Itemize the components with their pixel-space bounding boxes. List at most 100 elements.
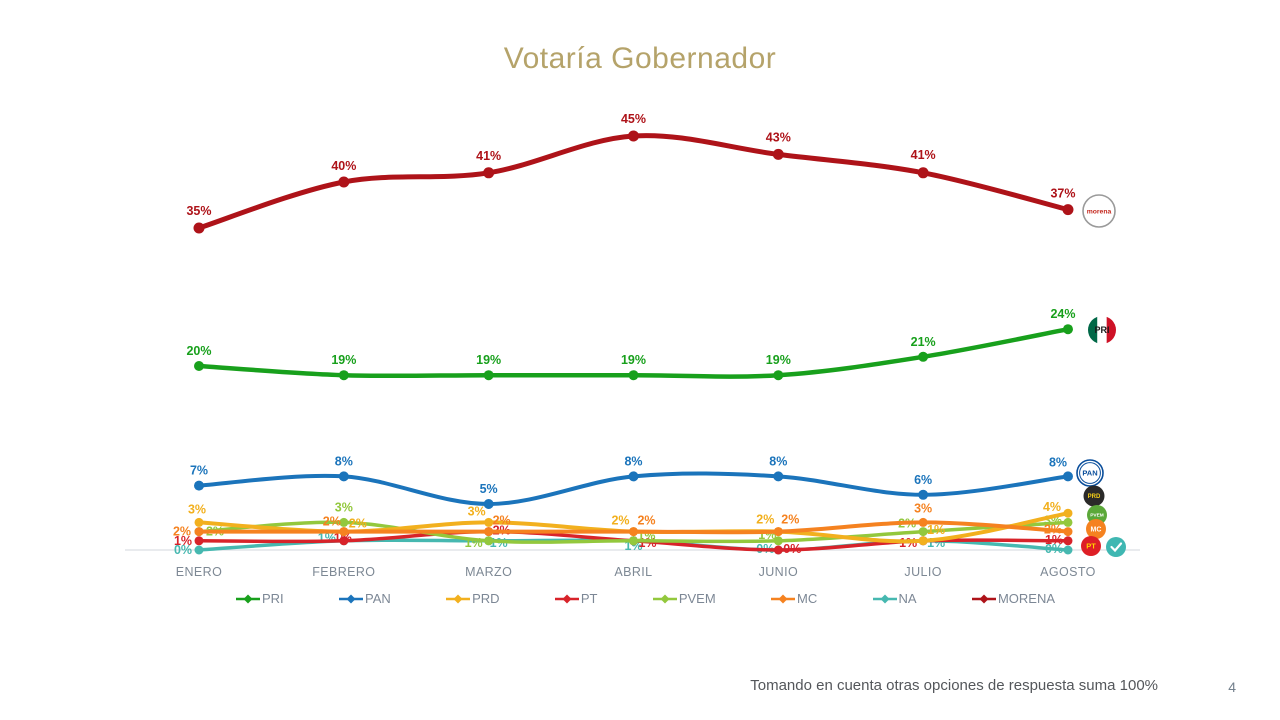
data-label-pt-4: 0% xyxy=(783,542,801,556)
data-point-pan-5 xyxy=(918,489,929,500)
prd-party-logo-icon: PRD xyxy=(1083,485,1105,507)
legend-label-prd: PRD xyxy=(472,591,500,606)
svg-text:PRI: PRI xyxy=(1094,325,1109,335)
data-label-morena-4: 43% xyxy=(766,130,791,144)
svg-text:morena: morena xyxy=(1087,208,1112,215)
legend-marker-pan xyxy=(339,594,363,603)
legend-marker-prd xyxy=(446,594,471,603)
data-label-pri-6: 24% xyxy=(1050,307,1075,321)
data-label-pri-4: 19% xyxy=(766,353,791,367)
data-point-morena-1 xyxy=(338,176,350,188)
data-label-morena-6: 37% xyxy=(1050,187,1075,201)
data-label-pan-2: 5% xyxy=(480,482,498,496)
legend-label-pvem: PVEM xyxy=(678,591,716,606)
data-point-pan-0 xyxy=(194,480,204,491)
morena-party-logo-icon: morena xyxy=(1082,194,1116,228)
data-label-mc-6: 2% xyxy=(1044,523,1062,537)
svg-text:PAN: PAN xyxy=(1082,469,1097,478)
data-label-prd-5: 1% xyxy=(927,523,945,537)
data-label-prd-6: 4% xyxy=(1043,500,1061,514)
data-label-prd-0: 3% xyxy=(188,502,206,516)
data-label-pt-6: 1% xyxy=(1045,533,1063,547)
data-label-pan-3: 8% xyxy=(624,454,642,468)
data-point-pt-0 xyxy=(194,536,204,546)
data-point-pan-1 xyxy=(338,471,349,482)
page-number: 4 xyxy=(1228,679,1236,695)
data-point-morena-0 xyxy=(193,222,205,234)
x-axis-label-enero: ENERO xyxy=(176,565,222,579)
data-label-morena-3: 45% xyxy=(621,112,646,126)
data-label-na-6: 0% xyxy=(1045,542,1063,556)
legend-item-pvem: PVEM xyxy=(652,591,716,606)
data-label-mc-0: 2% xyxy=(173,525,191,539)
data-label-pri-0: 20% xyxy=(186,344,211,358)
data-label-prd-3: 2% xyxy=(611,514,629,528)
data-point-mc-1 xyxy=(339,527,349,537)
data-point-pvem-3 xyxy=(628,536,638,546)
data-label-pvem-2: 1% xyxy=(465,536,483,550)
data-point-morena-4 xyxy=(772,148,784,160)
footnote: Tomando en cuenta otras opciones de resp… xyxy=(750,677,1158,694)
data-point-pan-4 xyxy=(773,471,784,482)
series-pan: 7% 8% 5% 8% 8% 6% 8% xyxy=(190,454,1073,509)
legend-item-morena: MORENA xyxy=(971,591,1055,606)
data-point-pvem-5 xyxy=(918,527,928,537)
series-line-morena xyxy=(196,133,1071,231)
x-axis-label-febrero: FEBRERO xyxy=(312,565,375,579)
legend-label-pt: PT xyxy=(580,591,598,606)
legend-label-pan: PAN xyxy=(365,591,391,606)
data-point-na-0 xyxy=(194,545,204,555)
data-label-pri-1: 19% xyxy=(331,353,356,367)
data-label-morena-2: 41% xyxy=(476,149,501,163)
x-axis-label-julio: JULIO xyxy=(904,565,941,579)
data-label-pt-0: 1% xyxy=(174,534,192,548)
data-point-pri-1 xyxy=(338,370,349,381)
data-label-pri-2: 19% xyxy=(476,353,501,367)
data-point-morena-2 xyxy=(483,167,495,179)
data-point-morena-3 xyxy=(627,130,639,142)
data-label-mc-3: 2% xyxy=(637,514,655,528)
data-point-pan-2 xyxy=(483,499,494,509)
legend-item-pan: PAN xyxy=(338,591,391,606)
series-pri: 20% 19% 19% 19% 19% 21% 24% xyxy=(186,307,1075,381)
data-label-pri-5: 21% xyxy=(911,335,936,349)
data-point-pri-3 xyxy=(628,370,639,381)
data-point-pri-6 xyxy=(1062,324,1073,335)
data-label-pan-4: 8% xyxy=(769,454,787,468)
data-point-pan-3 xyxy=(628,471,639,482)
data-label-pan-0: 7% xyxy=(190,464,208,478)
chart-legend: PRI PAN PRD PT PVEM MC NA MORENA xyxy=(235,591,1055,606)
data-point-prd-5 xyxy=(918,536,928,546)
data-point-pvem-1 xyxy=(339,517,349,527)
data-point-mc-2 xyxy=(484,527,494,537)
svg-text:PT: PT xyxy=(1086,542,1096,551)
data-label-pan-5: 6% xyxy=(914,473,932,487)
data-point-na-6 xyxy=(1063,545,1073,555)
svg-text:PRD: PRD xyxy=(1088,494,1101,500)
data-point-pvem-6 xyxy=(1063,517,1073,527)
legend-marker-pri xyxy=(236,594,260,603)
x-axis-label-marzo: MARZO xyxy=(465,565,512,579)
legend-item-mc: MC xyxy=(770,591,817,606)
x-axis-label-junio: JUNIO xyxy=(759,565,799,579)
series-pvem: 2%3%1% 1% 1%2% 3% xyxy=(194,500,1073,550)
pan-party-logo-icon: PAN xyxy=(1076,459,1104,487)
legend-marker-pvem xyxy=(652,594,677,603)
data-point-prd-6 xyxy=(1063,508,1073,518)
data-label-prd-2: 3% xyxy=(468,504,486,518)
data-label-morena-1: 40% xyxy=(331,159,356,173)
data-point-pri-5 xyxy=(918,351,929,362)
x-axis-label-agosto: AGOSTO xyxy=(1040,565,1096,579)
data-label-prd-1: 2% xyxy=(349,517,367,531)
data-point-pri-2 xyxy=(483,370,494,381)
data-point-morena-5 xyxy=(917,167,929,179)
data-label-mc-2: 2% xyxy=(493,514,511,528)
legend-label-pri: PRI xyxy=(262,591,284,606)
x-axis-label-abril: ABRIL xyxy=(614,565,652,579)
data-label-morena-5: 41% xyxy=(911,148,936,162)
data-label-prd-4: 2% xyxy=(756,513,774,527)
pt-party-logo-icon: PT xyxy=(1081,536,1101,556)
pri-party-logo-icon: PRI xyxy=(1088,316,1116,344)
data-point-pvem-4 xyxy=(773,536,783,546)
